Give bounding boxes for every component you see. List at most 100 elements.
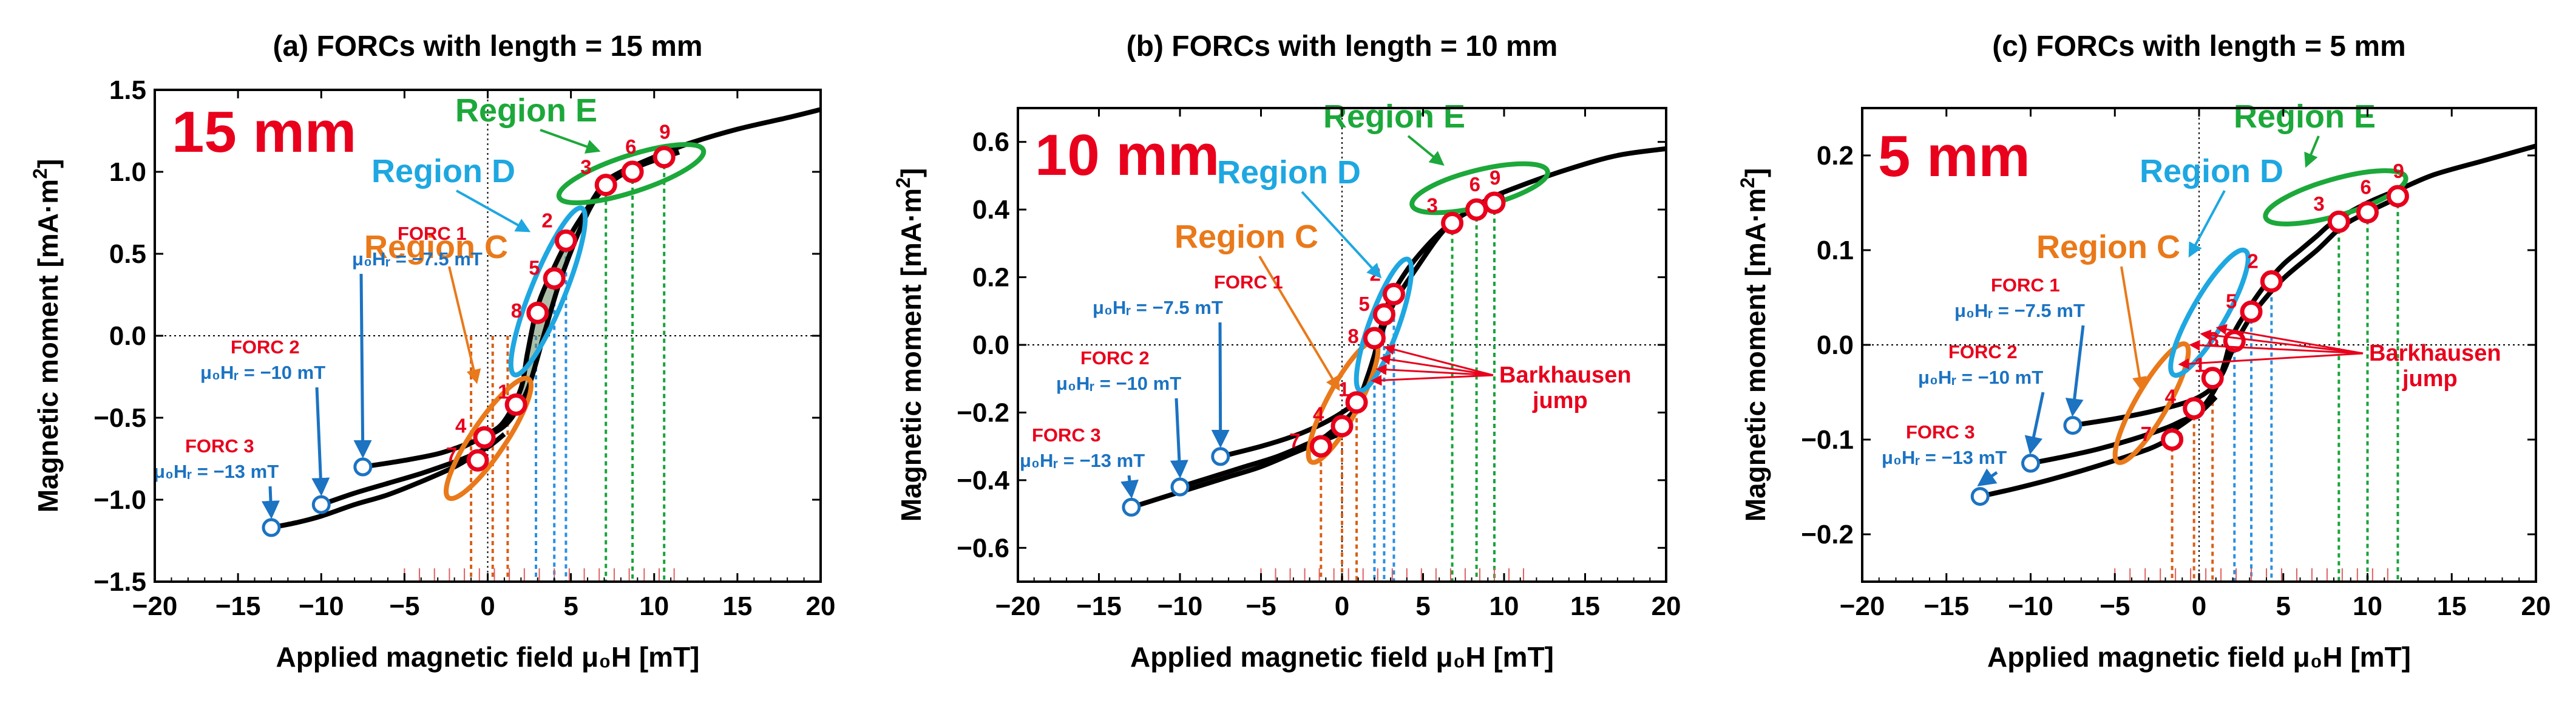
point-number-label: 8	[511, 299, 522, 322]
reversal-point-3	[1970, 487, 1990, 506]
x-tick-label: 15	[1570, 591, 1600, 621]
chart-panel-2: (b) FORCs with length = 10 mm 1 2 3 4 5 6 7 8 9 Re…	[892, 30, 1681, 673]
sample-length-label: 10 mm	[1035, 123, 1219, 188]
forc-2-field-label: μ₀Hᵣ = −10 mT	[1918, 367, 2043, 388]
barkhausen-arrow-2	[2189, 339, 2364, 355]
reversal-point-1	[353, 457, 373, 477]
region-e-ellipse	[556, 141, 707, 206]
forc-2-label: FORC 2	[231, 336, 300, 358]
y-tick-label: 0.0	[972, 330, 1009, 360]
point-number-label: 3	[580, 156, 591, 179]
reversal-point-3	[262, 518, 281, 537]
point-number-label: 2	[541, 209, 552, 231]
y-tick-label: −0.2	[1801, 520, 1854, 549]
forc-3-field-label: μ₀Hᵣ = −13 mT	[1020, 450, 1145, 471]
x-tick-label: 20	[2521, 591, 2551, 621]
region-c-ellipse	[444, 375, 534, 502]
reversal-point-2	[2021, 454, 2040, 473]
forc-2-label: FORC 2	[1948, 341, 2018, 362]
x-tick-label: 20	[1652, 591, 1681, 621]
data-point-7	[466, 449, 489, 472]
x-tick-label: −20	[1840, 591, 1885, 621]
point-number-label: 7	[2141, 423, 2152, 445]
y-axis-label: Magnetic moment [mA·m2]	[1737, 168, 1771, 522]
barkhausen-arrow-3	[1379, 354, 1494, 376]
y-axis-label: Magnetic moment [mA·m2]	[29, 159, 64, 513]
barkhausen-label-line2: jump	[2402, 366, 2458, 392]
region-e-arrow	[540, 129, 601, 154]
y-tick-label: 0.2	[972, 263, 1009, 293]
point-number-label: 1	[1338, 378, 1349, 401]
point-number-label: 7	[1289, 429, 1300, 452]
chart-title: (b) FORCs with length = 10 mm	[1127, 30, 1558, 63]
x-tick-label: 15	[2437, 591, 2467, 621]
x-tick-label: −20	[132, 591, 178, 621]
x-tick-label: 0	[480, 591, 495, 621]
point-number-label: 5	[2226, 290, 2237, 312]
forc-1-arrow	[2065, 325, 2085, 417]
y-tick-label: 1.5	[109, 75, 146, 105]
data-point-4	[1330, 415, 1354, 438]
forc-curve-1	[1219, 194, 1505, 459]
forc-2-arrow	[311, 387, 330, 497]
barkhausen-arrow-1	[1371, 374, 1494, 386]
forc-1-arrow	[1211, 322, 1230, 448]
data-point-2	[554, 229, 577, 252]
data-point-4	[2183, 397, 2206, 420]
region-d-arrow	[1301, 191, 1382, 279]
forc-1-field-label: μ₀Hᵣ = −7.5 mT	[352, 248, 483, 270]
forc-3-label: FORC 3	[1032, 424, 1101, 446]
x-tick-label: 10	[639, 591, 669, 621]
reversal-point-1	[2063, 416, 2083, 435]
barkhausen-label-line2: jump	[1532, 388, 1588, 413]
data-point-9	[1483, 191, 1506, 214]
barkhausen-arrow-1	[2178, 352, 2364, 370]
data-point-6	[621, 160, 644, 183]
point-number-label: 4	[455, 414, 467, 437]
data-point-6	[1465, 198, 1488, 221]
y-axis-label-text: Magnetic moment [mA·m	[895, 188, 927, 522]
forc-3-arrow	[1977, 468, 1998, 487]
forc-3-field-label: μ₀Hᵣ = −13 mT	[154, 461, 279, 482]
region-c-label: Region C	[364, 229, 508, 265]
chart-title: (c) FORCs with length = 5 mm	[1992, 30, 2405, 63]
y-tick-label: 0.6	[972, 128, 1009, 157]
barkhausen-label: Barkhausen	[1499, 362, 1632, 388]
x-tick-label: −20	[995, 591, 1041, 621]
region-d-ellipse	[508, 205, 588, 378]
point-number-label: 6	[625, 135, 636, 158]
region-c-label: Region C	[1174, 219, 1318, 255]
y-axis-label-superscript: 2	[892, 177, 914, 188]
region-d-ellipse	[1354, 256, 1414, 393]
forc-3-arrow	[261, 486, 280, 519]
barkhausen-arrow-2	[1375, 364, 1494, 376]
forc-curve-3	[1979, 432, 2183, 499]
data-point-1	[1345, 391, 1368, 414]
y-tick-label: 1.0	[109, 157, 146, 187]
forc-2-label: FORC 2	[1080, 347, 1150, 369]
point-number-label: 2	[2247, 250, 2258, 272]
data-point-5	[543, 267, 566, 290]
y-axis-label-superscript: 2	[29, 168, 51, 179]
x-tick-label: −5	[1246, 591, 1276, 621]
region-c-label: Region C	[2036, 229, 2180, 265]
x-axis-label: Applied magnetic field μ₀H [mT]	[1130, 641, 1554, 673]
forc-1-label: FORC 1	[398, 223, 467, 244]
forc-2-field-label: μ₀Hᵣ = −10 mT	[200, 362, 325, 383]
x-tick-label: −15	[1924, 591, 1969, 621]
data-point-7	[2161, 428, 2184, 451]
region-d-label: Region D	[371, 153, 515, 189]
y-tick-label: −0.2	[957, 398, 1009, 427]
sample-length-label: 15 mm	[172, 100, 356, 165]
data-point-5	[1372, 303, 1395, 326]
y-axis-label-text: Magnetic moment [mA·m	[32, 179, 64, 512]
point-number-label: 1	[2194, 354, 2205, 376]
reversal-point-3	[1122, 497, 1141, 517]
data-point-9	[652, 146, 676, 169]
y-axis-label: Magnetic moment [mA·m2]	[892, 168, 927, 522]
barkhausen-arrow-3	[2200, 329, 2364, 355]
y-tick-label: −0.1	[1801, 425, 1854, 455]
point-number-label: 3	[1427, 194, 1438, 216]
y-tick-label: −0.5	[93, 403, 146, 433]
y-tick-label: 0.5	[109, 239, 146, 269]
